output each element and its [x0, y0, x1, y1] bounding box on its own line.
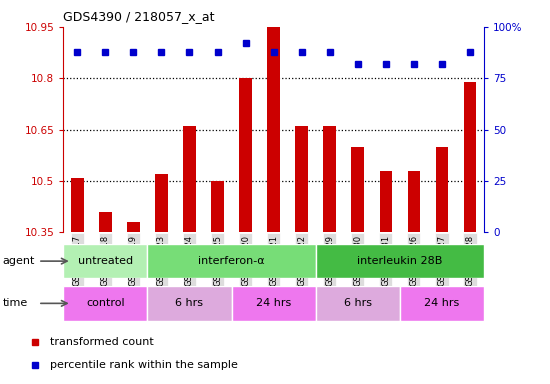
Bar: [267, 27, 280, 232]
Bar: [379, 171, 392, 232]
Bar: [63, 286, 147, 321]
Text: 24 hrs: 24 hrs: [424, 298, 460, 308]
Bar: [147, 244, 316, 278]
Text: GDS4390 / 218057_x_at: GDS4390 / 218057_x_at: [63, 10, 214, 23]
Text: interferon-α: interferon-α: [198, 256, 265, 266]
Bar: [183, 126, 196, 232]
Text: control: control: [86, 298, 125, 308]
Text: percentile rank within the sample: percentile rank within the sample: [50, 360, 238, 370]
Bar: [316, 286, 400, 321]
Bar: [408, 171, 420, 232]
Bar: [464, 82, 476, 232]
Bar: [351, 147, 364, 232]
Bar: [400, 286, 484, 321]
Text: interleukin 28B: interleukin 28B: [357, 256, 443, 266]
Bar: [211, 181, 224, 232]
Bar: [316, 244, 484, 278]
Bar: [295, 126, 308, 232]
Bar: [71, 177, 84, 232]
Text: untreated: untreated: [78, 256, 133, 266]
Text: transformed count: transformed count: [50, 337, 153, 347]
Bar: [239, 78, 252, 232]
Text: 6 hrs: 6 hrs: [344, 298, 372, 308]
Bar: [155, 174, 168, 232]
Bar: [99, 212, 112, 232]
Bar: [147, 286, 232, 321]
Text: time: time: [3, 298, 28, 308]
Text: 6 hrs: 6 hrs: [175, 298, 204, 308]
Text: agent: agent: [3, 256, 35, 266]
Bar: [232, 286, 316, 321]
Bar: [63, 244, 147, 278]
Bar: [127, 222, 140, 232]
Text: 24 hrs: 24 hrs: [256, 298, 292, 308]
Bar: [323, 126, 336, 232]
Bar: [436, 147, 448, 232]
